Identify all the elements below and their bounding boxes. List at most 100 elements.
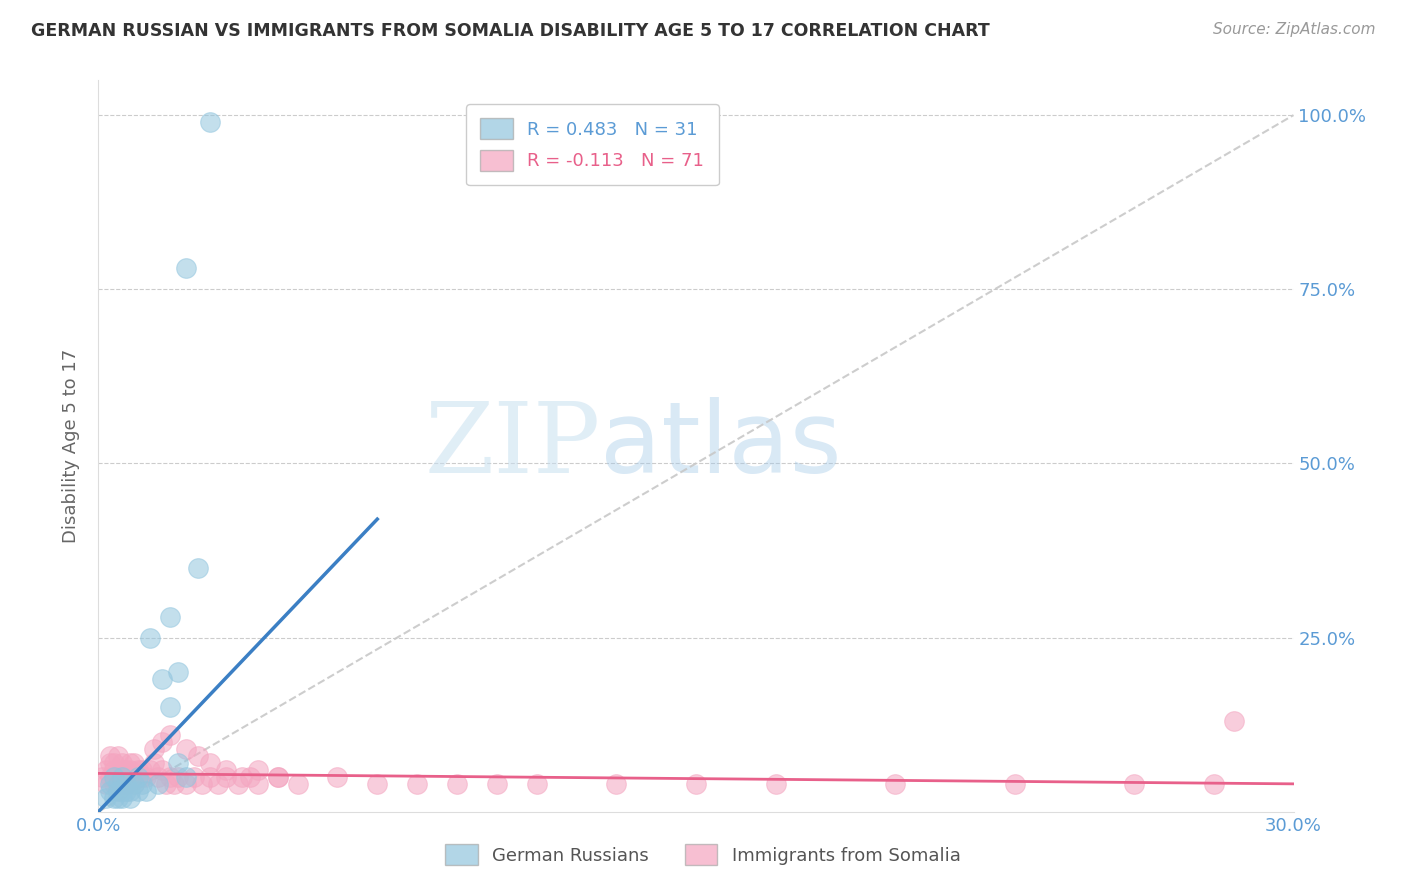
Point <box>103 777 125 791</box>
Point <box>107 777 129 791</box>
Point <box>111 790 134 805</box>
Point <box>159 770 181 784</box>
Point <box>96 777 118 791</box>
Point <box>111 777 134 791</box>
Point <box>120 790 142 805</box>
Point <box>115 763 138 777</box>
Point <box>246 763 269 777</box>
Legend: German Russians, Immigrants from Somalia: German Russians, Immigrants from Somalia <box>436 835 970 874</box>
Point <box>187 561 209 575</box>
Point <box>150 763 173 777</box>
Point <box>96 763 118 777</box>
Text: GERMAN RUSSIAN VS IMMIGRANTS FROM SOMALIA DISABILITY AGE 5 TO 17 CORRELATION CHA: GERMAN RUSSIAN VS IMMIGRANTS FROM SOMALI… <box>31 22 990 40</box>
Point <box>98 770 122 784</box>
Point <box>1223 714 1246 728</box>
Point <box>167 756 190 770</box>
Point <box>131 777 153 791</box>
Point <box>124 777 146 791</box>
Point <box>103 756 125 770</box>
Point <box>605 777 627 791</box>
Point <box>150 673 173 687</box>
Point <box>143 742 166 756</box>
Point <box>98 749 122 764</box>
Text: Source: ZipAtlas.com: Source: ZipAtlas.com <box>1212 22 1375 37</box>
Point <box>226 777 249 791</box>
Point <box>207 777 229 791</box>
Point <box>287 777 309 791</box>
Point <box>115 784 138 798</box>
Point <box>120 770 142 784</box>
Point <box>167 770 190 784</box>
Point <box>111 784 134 798</box>
Point <box>1123 777 1146 791</box>
Point <box>98 777 122 791</box>
Point <box>107 770 129 784</box>
Point <box>135 770 157 784</box>
Point <box>120 756 142 770</box>
Point <box>111 756 134 770</box>
Point <box>107 749 129 764</box>
Point <box>1202 777 1225 791</box>
Point <box>685 777 707 791</box>
Point <box>111 770 134 784</box>
Point <box>239 770 262 784</box>
Point <box>446 777 468 791</box>
Point <box>107 790 129 805</box>
Point <box>103 790 125 805</box>
Point <box>765 777 787 791</box>
Point <box>174 770 197 784</box>
Point <box>148 777 170 791</box>
Point <box>246 777 269 791</box>
Point <box>191 777 214 791</box>
Point <box>107 784 129 798</box>
Point <box>155 777 177 791</box>
Point <box>115 777 138 791</box>
Point <box>198 770 221 784</box>
Point <box>111 763 134 777</box>
Point <box>884 777 907 791</box>
Point <box>526 777 548 791</box>
Point <box>127 770 149 784</box>
Point <box>267 770 290 784</box>
Point <box>1004 777 1026 791</box>
Point <box>183 770 205 784</box>
Point <box>159 728 181 742</box>
Point <box>124 777 146 791</box>
Point <box>131 770 153 784</box>
Point <box>98 784 122 798</box>
Point <box>267 770 290 784</box>
Point <box>135 784 157 798</box>
Point <box>187 749 209 764</box>
Point <box>143 756 166 770</box>
Point <box>120 763 142 777</box>
Point <box>127 784 149 798</box>
Point <box>366 777 388 791</box>
Point <box>103 763 125 777</box>
Point <box>131 763 153 777</box>
Point <box>115 777 138 791</box>
Point <box>174 777 197 791</box>
Point <box>231 770 253 784</box>
Point <box>215 763 238 777</box>
Point <box>159 609 181 624</box>
Point <box>124 756 146 770</box>
Point <box>150 735 173 749</box>
Point <box>98 756 122 770</box>
Point <box>167 665 190 680</box>
Point <box>485 777 508 791</box>
Point <box>174 261 197 276</box>
Point <box>115 770 138 784</box>
Point <box>215 770 238 784</box>
Point <box>174 742 197 756</box>
Point <box>127 770 149 784</box>
Legend: R = 0.483   N = 31, R = -0.113   N = 71: R = 0.483 N = 31, R = -0.113 N = 71 <box>465 104 718 186</box>
Point <box>103 770 125 784</box>
Point <box>139 631 162 645</box>
Point <box>163 777 186 791</box>
Text: atlas: atlas <box>600 398 842 494</box>
Point <box>120 784 142 798</box>
Point <box>91 770 114 784</box>
Point <box>326 770 349 784</box>
Y-axis label: Disability Age 5 to 17: Disability Age 5 to 17 <box>62 349 80 543</box>
Point <box>198 756 221 770</box>
